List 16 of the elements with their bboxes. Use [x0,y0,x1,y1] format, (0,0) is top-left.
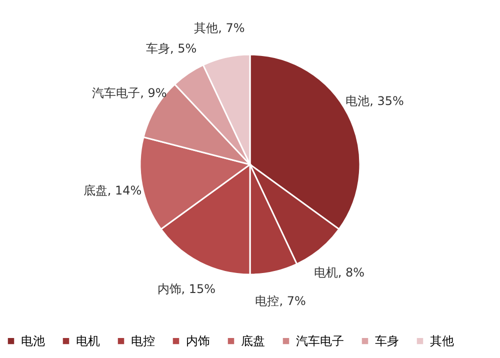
legend-label: 电控 [131,334,155,348]
legend-label: 电池 [21,334,45,348]
legend-label: 车身 [375,334,399,348]
legend-label: 其他 [430,334,454,348]
legend-label: 内饰 [186,334,210,348]
data-label: 汽车电子, 9% [92,86,167,100]
data-label: 电池, 35% [346,94,404,108]
data-label: 其他, 7% [194,20,245,35]
data-label: 电机, 8% [314,265,365,280]
legend-label: 汽车电子 [296,334,344,348]
legend-label: 底盘 [241,334,265,348]
data-label: 内饰, 15% [157,282,216,296]
data-label: 电控, 7% [255,294,306,308]
data-label: 底盘, 14% [83,184,142,198]
legend-label: 电机 [76,334,100,348]
data-label: 车身, 5% [146,42,197,56]
